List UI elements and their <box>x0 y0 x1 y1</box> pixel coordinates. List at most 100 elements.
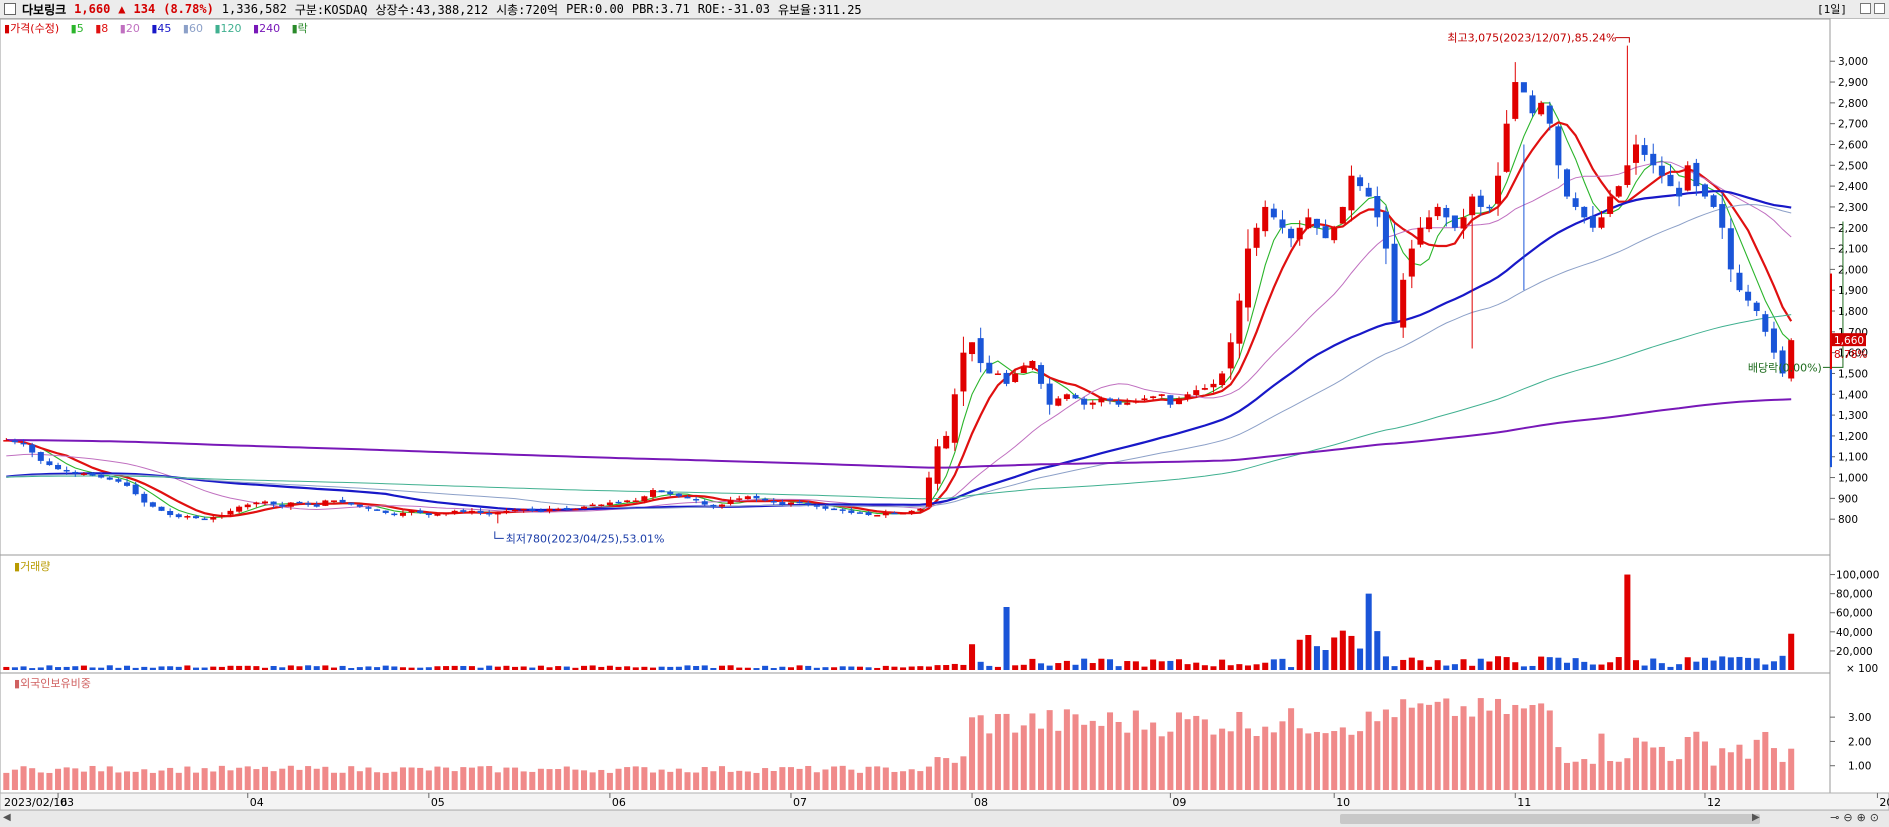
zoom-reset-icon[interactable]: ⊙ <box>1869 811 1879 824</box>
candle-body <box>1167 395 1174 405</box>
scroll-left-icon[interactable]: ◀ <box>3 812 11 823</box>
foreign-bar <box>1331 731 1338 790</box>
foreign-bar <box>399 767 406 790</box>
candle-body <box>279 504 286 507</box>
volume-bar <box>443 666 450 670</box>
legend-exdiv[interactable]: ▮락 <box>291 22 308 35</box>
volume-bar <box>805 665 812 670</box>
volume-bar <box>287 665 294 670</box>
legend-ma240[interactable]: ▮240 <box>253 22 281 35</box>
foreign-bar <box>563 766 570 790</box>
candle-body <box>486 513 493 515</box>
volume-bar <box>468 666 475 670</box>
candle-body <box>882 512 889 516</box>
legend-ma20[interactable]: ▮20 <box>119 22 140 35</box>
candle-body <box>313 504 320 507</box>
stock-name[interactable]: 다보링크 <box>22 2 67 17</box>
foreign-bar <box>348 766 355 790</box>
volume-bar <box>253 666 260 670</box>
candle-body <box>831 508 838 511</box>
market-cap: 시총:720억 <box>496 2 559 17</box>
foreign-bar <box>917 771 924 790</box>
foreign-bar <box>1581 759 1588 790</box>
candle-body <box>1322 226 1329 239</box>
volume-bar <box>563 666 570 670</box>
foreign-bar <box>693 772 700 790</box>
volume-bar <box>184 665 191 670</box>
candle-body <box>399 512 406 516</box>
foreign-bar <box>356 771 363 790</box>
volume-bar <box>158 666 165 670</box>
period-selector[interactable]: [1일] <box>1817 3 1847 16</box>
candle-body <box>330 500 337 502</box>
volume-bar <box>900 667 907 670</box>
volume-bar <box>917 666 924 670</box>
candle-body <box>1305 217 1312 229</box>
candle-body <box>1193 390 1200 396</box>
volume-bar <box>581 665 588 670</box>
volume-bar <box>356 667 363 670</box>
candle-body <box>1469 196 1476 216</box>
legend-ma45[interactable]: ▮45 <box>151 22 172 35</box>
candle-body <box>925 477 932 507</box>
foreign-bar <box>494 772 501 790</box>
scroll-thumb[interactable] <box>1340 814 1760 824</box>
price-tick-label: 1,800 <box>1838 306 1868 318</box>
candle-body <box>632 500 639 502</box>
zoom-out-icon[interactable]: ⊖ <box>1843 811 1853 824</box>
legend-ma60[interactable]: ▮60 <box>182 22 203 35</box>
candle-body <box>744 496 751 500</box>
candle-body <box>934 446 941 484</box>
volume-legend: ▮거래량 <box>14 560 51 573</box>
zoom-in-icon[interactable]: ⊕ <box>1856 811 1866 824</box>
header-checkbox[interactable] <box>4 3 16 15</box>
volume-bar <box>374 667 381 670</box>
candle-body <box>555 508 562 511</box>
volume-bar <box>1313 646 1320 670</box>
legend-ma5[interactable]: ▮5 <box>70 22 84 35</box>
volume-bar <box>606 665 613 670</box>
foreign-bar <box>1158 736 1165 790</box>
price-tick-label: 2,100 <box>1838 244 1868 256</box>
volume-bar <box>1443 665 1450 670</box>
candle-body <box>158 506 165 511</box>
zoom-slider-icon[interactable]: ⊸ <box>1830 811 1840 824</box>
volume-bar <box>1555 657 1562 670</box>
foreign-bar <box>874 766 881 790</box>
candle-body <box>1038 365 1045 384</box>
volume-bar <box>1563 662 1571 670</box>
candle-body <box>63 469 70 472</box>
volume-bar <box>1331 637 1338 670</box>
candle-body <box>29 444 36 453</box>
volume-bar <box>98 667 105 670</box>
foreign-bar <box>20 766 27 790</box>
volume-bar <box>1615 657 1622 670</box>
volume-tick-label: 100,000 <box>1836 570 1879 582</box>
volume-bar <box>693 665 700 670</box>
legend-ma120[interactable]: ▮120 <box>214 22 242 35</box>
foreign-bar <box>1201 719 1208 790</box>
foreign-bar <box>1219 728 1226 790</box>
close-icon[interactable] <box>1874 3 1885 14</box>
candle-body <box>770 501 777 503</box>
ma5-line <box>6 102 1792 519</box>
candle-body <box>994 373 1001 375</box>
scroll-right-icon[interactable]: ▶ <box>1752 812 1760 823</box>
foreign-bar <box>1339 727 1346 790</box>
legend-ma8[interactable]: ▮8 <box>95 22 109 35</box>
candle-body <box>537 510 544 512</box>
volume-bar <box>296 666 303 670</box>
horizontal-scrollbar[interactable]: ◀ ▶ ⊸ ⊖ ⊕ ⊙ <box>0 810 1889 827</box>
foreign-bar <box>529 771 536 790</box>
volume-bar <box>960 664 967 670</box>
foreign-bar <box>124 771 131 790</box>
candle-body <box>1788 340 1795 379</box>
minimize-icon[interactable] <box>1860 3 1871 14</box>
candle-body <box>201 518 208 521</box>
foreign-bar <box>1150 722 1157 790</box>
candle-body <box>1477 195 1484 207</box>
legend-ma240-label: 240 <box>259 22 281 35</box>
candle-body <box>1684 165 1691 191</box>
volume-bar <box>1426 666 1433 670</box>
